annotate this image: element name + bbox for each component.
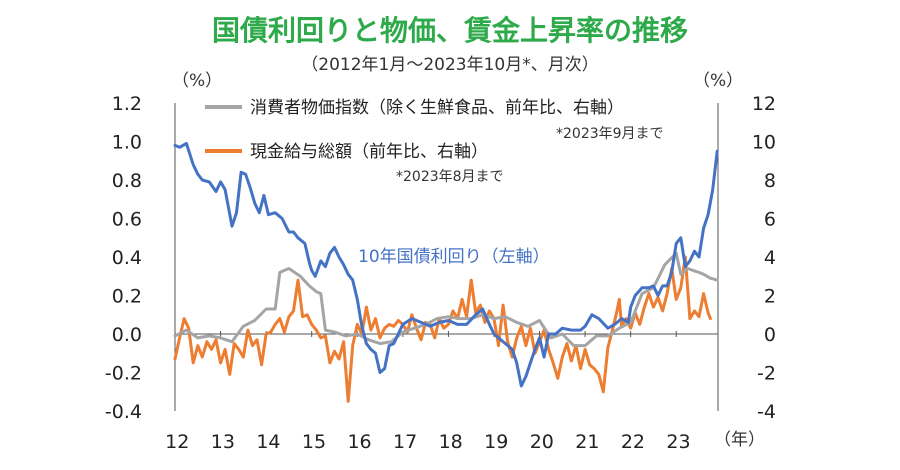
right-tick-label: -4 bbox=[757, 401, 776, 423]
legend-note-cpi: *2023年9月まで bbox=[556, 126, 664, 142]
legend-label-cpi: 消費者物価指数（除く生鮮食品、前年比、右軸） bbox=[250, 98, 624, 118]
right-tick-label: 12 bbox=[752, 93, 776, 115]
x-axis-unit: （年） bbox=[714, 430, 765, 450]
right-axis-ticks: -4 -2 0 2 4 6 8 10 12 bbox=[752, 93, 776, 423]
left-tick-label: 1.0 bbox=[112, 132, 142, 154]
x-tick-label: 16 bbox=[347, 431, 371, 453]
right-tick-label: 6 bbox=[764, 209, 776, 231]
series-line-cpi bbox=[173, 251, 719, 348]
left-axis-unit: （%） bbox=[172, 71, 222, 91]
series-line-wage bbox=[173, 255, 712, 403]
left-tick-label: 1.2 bbox=[112, 93, 142, 115]
right-tick-label: 10 bbox=[752, 132, 776, 154]
x-tick-label: 13 bbox=[211, 431, 235, 453]
right-tick-label: -2 bbox=[757, 363, 776, 385]
left-tick-label: 0.2 bbox=[112, 286, 142, 308]
right-tick-label: 2 bbox=[764, 286, 776, 308]
left-tick-label: 0.6 bbox=[112, 209, 142, 231]
x-tick-label: 20 bbox=[530, 431, 554, 453]
x-tick-label: 14 bbox=[256, 431, 280, 453]
left-tick-label: 0.0 bbox=[112, 324, 142, 346]
legend: 消費者物価指数（除く生鮮食品、前年比、右軸） *2023年9月まで 現金給与総額… bbox=[205, 98, 664, 185]
left-axis-ticks: -0.4 -0.2 0.0 0.2 0.4 0.6 0.8 1.0 1.2 bbox=[105, 93, 142, 423]
jgb-annotation: 10年国債利回り（左軸） bbox=[358, 247, 550, 267]
legend-note-wage: *2023年8月まで bbox=[396, 169, 504, 185]
x-tick-label: 22 bbox=[621, 431, 645, 453]
right-tick-label: 4 bbox=[764, 247, 776, 269]
left-tick-label: 0.8 bbox=[112, 170, 142, 192]
legend-label-wage: 現金給与総額（前年比、右軸） bbox=[250, 142, 488, 162]
x-tick-label: 17 bbox=[393, 431, 417, 453]
right-tick-label: 0 bbox=[764, 324, 776, 346]
x-tick-label: 12 bbox=[165, 431, 189, 453]
series-line-jgb bbox=[173, 141, 719, 388]
x-tick-label: 15 bbox=[302, 431, 326, 453]
right-tick-label: 8 bbox=[764, 170, 776, 192]
chart-subtitle: （2012年1月～2023年10月*、月次） bbox=[301, 55, 598, 75]
x-tick-label: 19 bbox=[484, 431, 508, 453]
left-tick-label: -0.2 bbox=[105, 363, 142, 385]
x-tick-label: 23 bbox=[666, 431, 690, 453]
x-tick-label: 21 bbox=[575, 431, 599, 453]
right-axis-unit: （%） bbox=[693, 71, 743, 91]
x-axis-ticks: 12 13 14 15 16 17 18 19 20 21 22 23 bbox=[165, 431, 690, 453]
x-tick-label: 18 bbox=[439, 431, 463, 453]
left-tick-label: 0.4 bbox=[112, 247, 142, 269]
left-tick-label: -0.4 bbox=[105, 401, 142, 423]
chart-title: 国債利回りと物価、賃金上昇率の推移 bbox=[212, 14, 688, 47]
series-layer bbox=[173, 141, 719, 403]
